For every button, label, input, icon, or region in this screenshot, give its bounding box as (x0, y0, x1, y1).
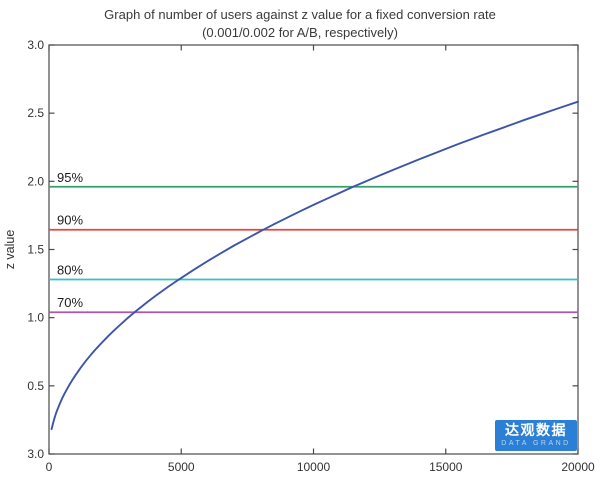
y-tick-label: 1.5 (27, 243, 44, 257)
chart-title-line1: Graph of number of users against z value… (104, 7, 496, 22)
chart-title-block: Graph of number of users against z value… (0, 6, 600, 42)
x-tick-label: 10000 (297, 460, 331, 474)
plot-frame (48, 44, 579, 455)
curve-z value vs number of users (50, 100, 579, 431)
y-axis-label: z value (3, 230, 17, 270)
watermark-en-text: DATA GRAND (501, 440, 571, 447)
y-tick-label: 0.5 (27, 379, 44, 393)
y-tick-label: 3.0 (27, 447, 44, 461)
watermark-badge: 达观数据 DATA GRAND (495, 420, 577, 451)
watermark-cn-text: 达观数据 (505, 422, 567, 438)
chart-title-line2: (0.001/0.002 for A/B, respectively) (202, 25, 398, 40)
y-tick-label: 3.0 (27, 38, 44, 52)
y-tick-label: 1.0 (27, 311, 44, 325)
threshold-label-80%: 80% (57, 262, 83, 277)
x-tick-label: 15000 (429, 460, 463, 474)
x-tick-label: 0 (46, 460, 53, 474)
threshold-label-95%: 95% (57, 170, 83, 185)
y-tick-label: 2.5 (27, 106, 44, 120)
y-tick-label: 2.0 (27, 174, 44, 188)
threshold-label-70%: 70% (57, 295, 83, 310)
x-tick-label: 5000 (168, 460, 195, 474)
threshold-label-90%: 90% (57, 213, 83, 228)
x-tick-label: 20000 (561, 460, 595, 474)
